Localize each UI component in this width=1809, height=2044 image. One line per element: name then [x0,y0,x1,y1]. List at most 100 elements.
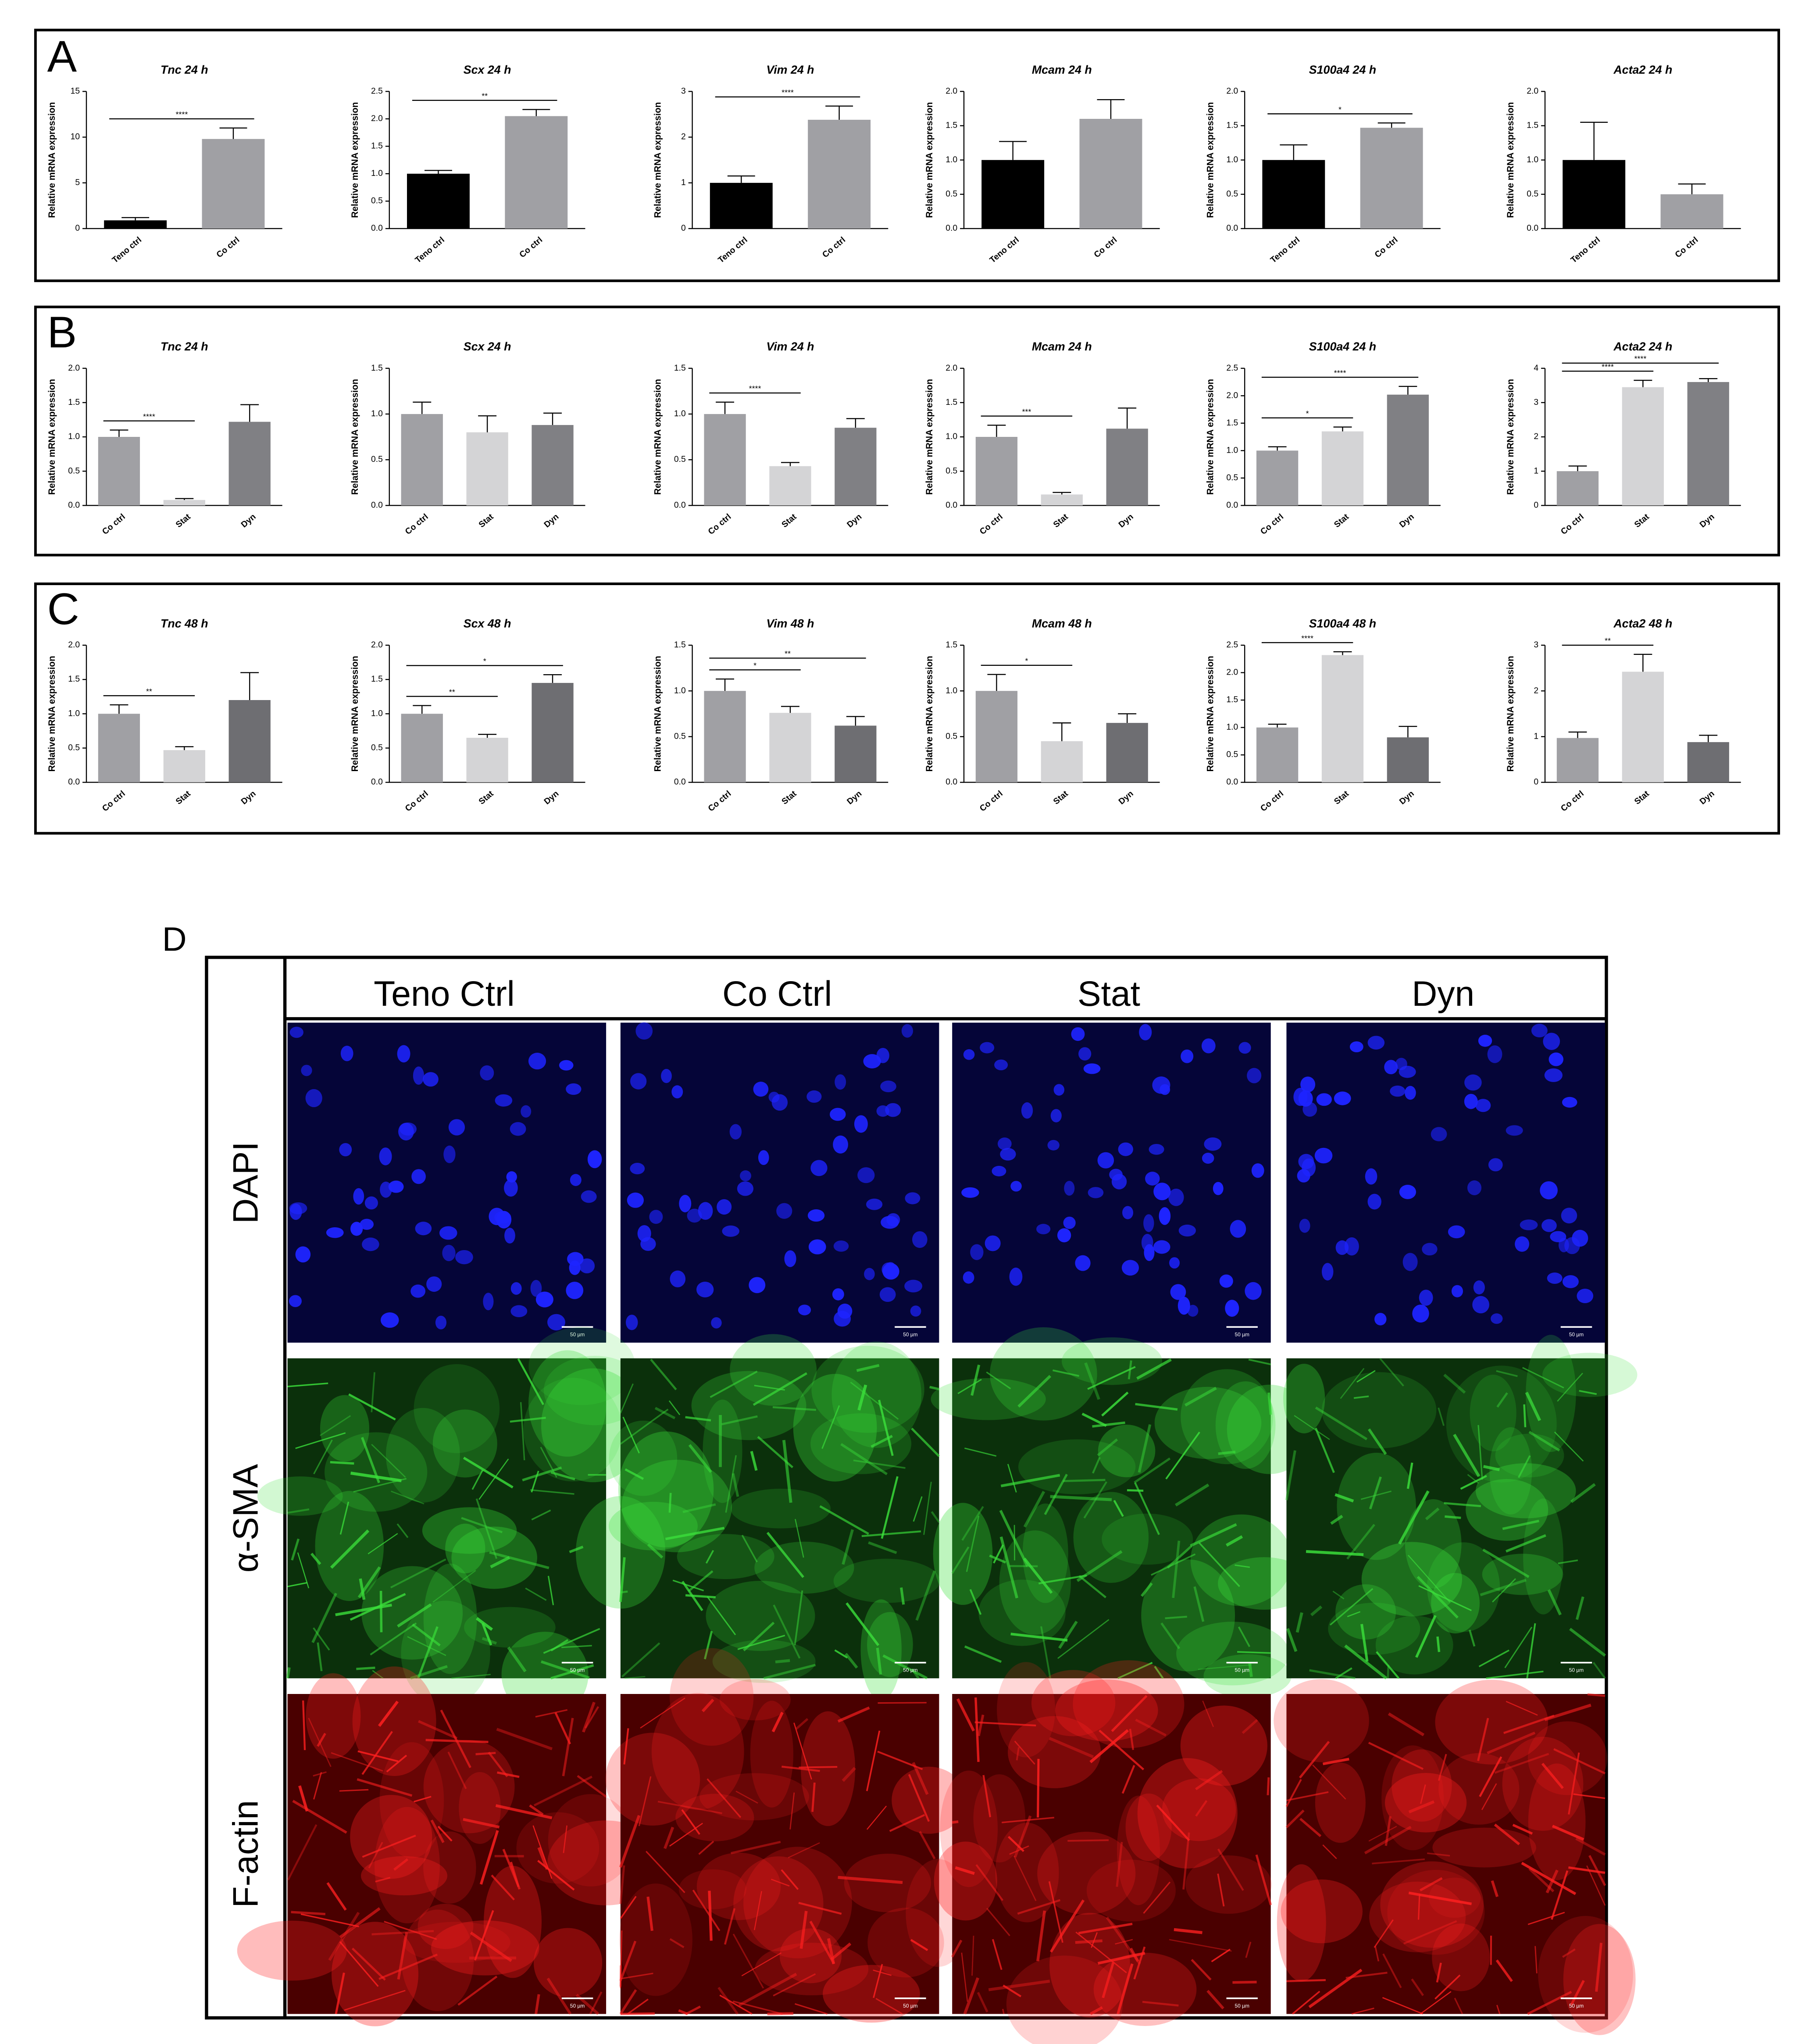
fiber [766,1532,804,1578]
nucleus [411,1169,426,1184]
nucleus [1419,1290,1433,1306]
x-tick-label: Teno ctrl [110,235,143,265]
nucleus [1467,1180,1482,1195]
nucleus [835,1074,846,1090]
fiber [1443,1373,1466,1394]
cell-glow [1031,1670,1116,1737]
chart-title: Mcam 48 h [1032,617,1092,630]
fiber [1040,1626,1051,1679]
fiber [624,1676,646,1679]
fiber [964,1447,997,1457]
cell-glow [1154,1386,1262,1459]
chart: S100a4 48 h Relative mRNA expression 0.0 0.… [1205,617,1441,814]
micrograph-background [1286,1694,1606,2014]
nucleus [627,1192,644,1208]
nucleus [398,1122,414,1141]
chart-title: Scx 48 h [464,617,511,630]
fiber [853,1459,906,1469]
fiber [1286,1791,1329,1801]
nucleus [388,1180,404,1193]
fiber [1419,1877,1443,1892]
x-tick-label: Dyn [542,789,560,806]
nucleus [1251,1163,1264,1178]
cell-glow [1037,1832,1136,1915]
fiber [328,1912,360,1961]
fiber [1190,1523,1237,1547]
y-tick-label: 1.5 [1226,418,1238,428]
significance-label: * [1025,657,1028,665]
fiber [410,1665,448,1680]
y-tick-label: 2.0 [1226,390,1238,400]
fiber [688,1570,714,1592]
nucleus [530,1280,542,1297]
fiber [969,1589,982,1615]
fiber [490,1556,510,1569]
chart-title: Tnc 24 h [161,63,208,76]
nucleus [1178,1224,1196,1236]
x-tick-label: Dyn [542,512,560,529]
fiber [370,1622,417,1656]
cell-glow [423,1740,515,1833]
bar [769,713,811,783]
error-bar [413,705,432,714]
nucleus [1238,1042,1251,1054]
cell-glow [306,1673,361,1759]
nucleus [864,1268,875,1280]
fiber [754,1385,785,1391]
fiber [1299,1741,1330,1779]
fiber [1573,1793,1606,1799]
cell-glow [379,1742,444,1858]
chart: Scx 24 h Relative mRNA expression 0.0 0.5 1.… [350,63,585,265]
y-tick-label: 1.5 [946,121,957,130]
fiber [292,1800,347,1834]
fiber [951,1940,963,1958]
nucleus [1322,1263,1334,1281]
error-bar [413,401,432,414]
y-tick-label: 2.0 [68,640,80,650]
nucleus [1219,1274,1233,1288]
cell-glow [1185,1855,1272,1914]
fiber [344,1990,406,2011]
fiber [672,1579,704,1591]
bar [1687,742,1729,783]
x-tick-label: Co ctrl [706,512,733,536]
cell-glow [999,1530,1071,1635]
fiber [569,1545,584,1554]
error-bar [846,418,865,428]
cell-glow [801,1711,856,1826]
fiber [1445,1515,1461,1519]
fiber [1579,1390,1597,1395]
nucleus [1299,1219,1310,1233]
fiber [412,1623,441,1647]
fiber [1160,1622,1181,1649]
y-tick-label: 0.5 [946,189,957,199]
fiber [1411,1978,1424,1996]
significance-label: *** [1022,407,1031,416]
fiber [974,1721,1036,1726]
x-tick-label: Dyn [239,512,257,529]
fiber [799,1911,808,1949]
fiber [1368,1826,1397,1842]
fiber [771,1879,790,1887]
nucleus [1000,1147,1016,1161]
cell-glow [1181,1369,1274,1465]
cell-glow [1502,1737,1584,1831]
nucleus [905,1192,921,1204]
fiber [873,1969,892,1976]
bar [505,116,568,229]
nucleus [350,1222,363,1236]
y-tick-label: 1.0 [946,432,957,441]
nucleus [1302,1158,1316,1177]
fiber [619,1815,641,1868]
fiber [351,1948,386,1981]
nucleus [912,1231,928,1248]
y-tick-label: 0.5 [674,454,686,464]
x-tick-label: Teno ctrl [413,235,446,265]
cell-glow [1215,1381,1276,1469]
panel-frame [34,29,1780,282]
fiber [530,1489,574,1495]
nucleus [1515,1236,1530,1252]
cell-glow [541,1368,645,1483]
x-tick-label: Co ctrl [100,789,127,813]
y-tick-label: 1.0 [1226,445,1238,455]
